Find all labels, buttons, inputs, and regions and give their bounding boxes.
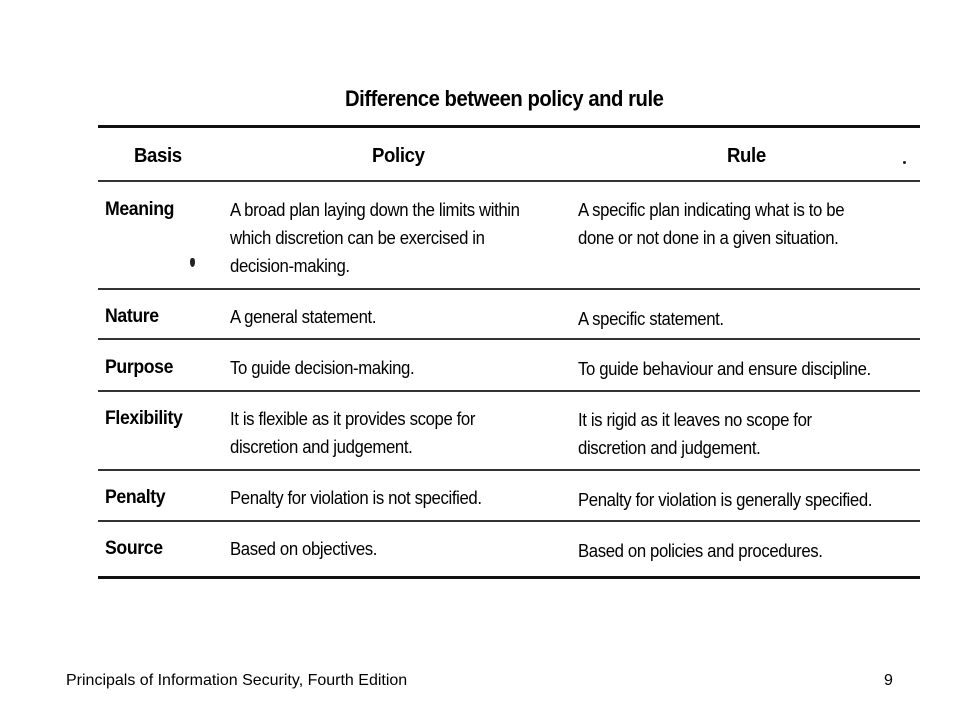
row-penalty-policy: Penalty for violation is not specified.: [230, 488, 482, 508]
row-source-policy: Based on objectives.: [230, 539, 378, 559]
scan-speck: [903, 161, 906, 164]
row-source-rule: Based on policies and procedures.: [578, 541, 823, 561]
row-penalty-rule: Penalty for violation is generally speci…: [578, 490, 873, 510]
table-title: Difference between policy and rule: [345, 86, 664, 111]
row-divider-4: [98, 469, 920, 471]
row-meaning-basis: Meaning: [105, 199, 175, 220]
header-rule: Rule: [727, 145, 766, 167]
row-flexibility-policy: It is flexible as it provides scope for …: [230, 409, 476, 457]
row-divider-3: [98, 390, 920, 392]
row-flexibility-rule: It is rigid as it leaves no scope for di…: [578, 410, 812, 458]
row-nature-basis: Nature: [105, 306, 159, 327]
footer-book-title: Principals of Information Security, Four…: [66, 672, 408, 689]
footer-page-number: 9: [884, 672, 893, 689]
scan-speck: [190, 258, 195, 267]
row-divider-5: [98, 520, 920, 522]
row-divider-1: [98, 288, 920, 290]
row-purpose-policy: To guide decision-making.: [230, 358, 415, 378]
row-purpose-basis: Purpose: [105, 357, 174, 378]
row-nature-rule: A specific statement.: [578, 309, 724, 329]
header-basis: Basis: [134, 145, 182, 167]
header-policy: Policy: [372, 145, 425, 167]
row-meaning-rule: A specific plan indicating what is to be…: [578, 200, 845, 248]
row-nature-policy: A general statement.: [230, 307, 377, 327]
table-top-rule: [98, 125, 920, 128]
row-source-basis: Source: [105, 538, 163, 559]
row-meaning-policy: A broad plan laying down the limits with…: [230, 200, 520, 276]
row-penalty-basis: Penalty: [105, 487, 166, 508]
header-divider: [98, 180, 920, 182]
row-divider-2: [98, 338, 920, 340]
row-purpose-rule: To guide behaviour and ensure discipline…: [578, 359, 871, 379]
table-bottom-rule: [98, 576, 920, 579]
row-flexibility-basis: Flexibility: [105, 408, 183, 429]
